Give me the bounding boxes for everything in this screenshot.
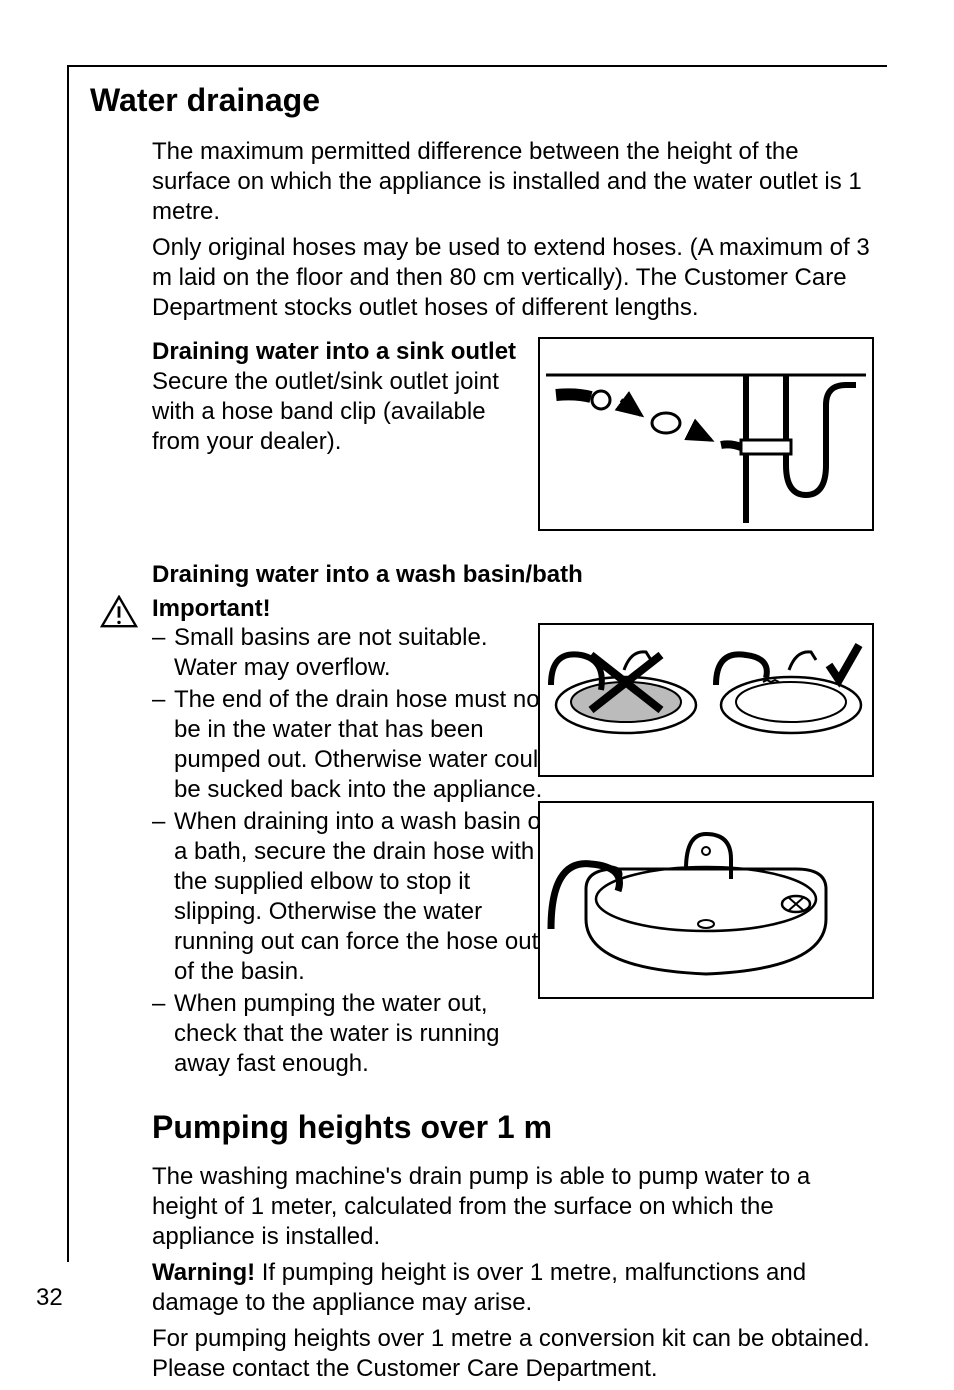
basin-secured-diagram (538, 801, 874, 999)
page-content: Water drainage The maximum permitted dif… (90, 82, 874, 1390)
water-drainage-heading: Water drainage (90, 82, 874, 119)
list-item: –Small basins are not suitable. Water ma… (152, 623, 552, 683)
sink-outlet-text: Secure the outlet/sink outlet joint with… (152, 367, 520, 457)
basin-section: –Small basins are not suitable. Water ma… (90, 623, 874, 1079)
pumping-warning: Warning! If pumping height is over 1 met… (152, 1258, 874, 1318)
warning-label: Warning! (152, 1259, 255, 1286)
sink-outlet-subhead: Draining water into a sink outlet (152, 337, 520, 367)
pumping-heights-heading: Pumping heights over 1 m (152, 1109, 874, 1146)
wash-basin-subhead: Draining water into a wash basin/bath (152, 561, 874, 589)
list-item: –When pumping the water out, check that … (152, 989, 552, 1079)
sink-outlet-block: Draining water into a sink outlet Secure… (152, 337, 520, 531)
drainage-para-1: The maximum permitted difference between… (152, 137, 874, 227)
pumping-para-1: The washing machine's drain pump is able… (152, 1162, 874, 1252)
basin-bullet-list: –Small basins are not suitable. Water ma… (152, 623, 552, 1079)
pumping-para-3: For pumping heights over 1 metre a conve… (152, 1324, 874, 1384)
sink-outlet-diagram (538, 337, 874, 531)
basin-compare-diagram (538, 623, 874, 777)
page-number: 32 (36, 1284, 63, 1312)
important-row: Important! (152, 595, 874, 623)
important-label: Important! (152, 595, 271, 622)
list-item: –The end of the drain hose must not be i… (152, 685, 552, 805)
drainage-para-2: Only original hoses may be used to exten… (152, 233, 874, 323)
list-item: –When draining into a wash basin or a ba… (152, 807, 552, 987)
